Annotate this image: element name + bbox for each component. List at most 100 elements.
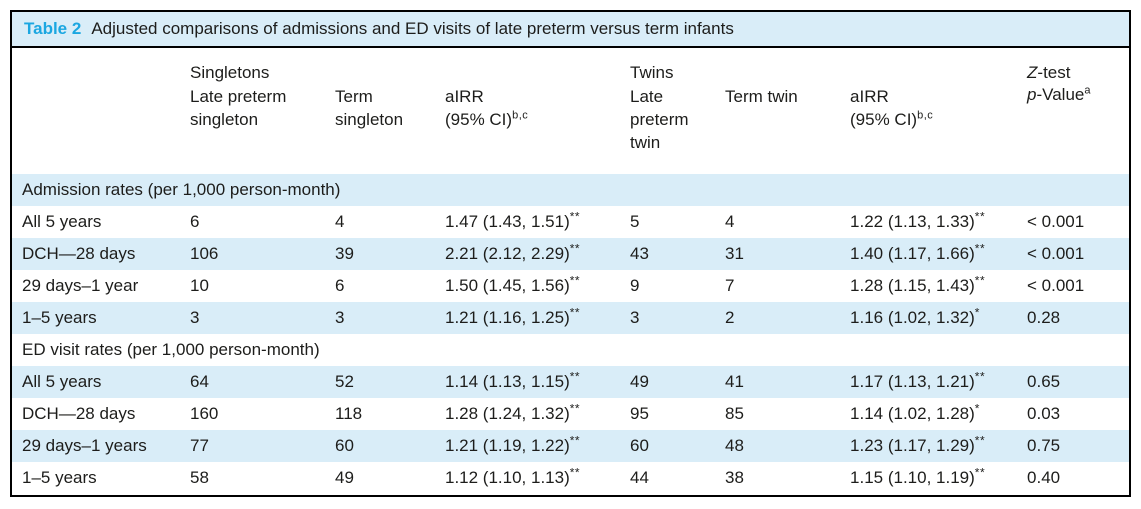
late-preterm-singleton-value: 3 [190,308,200,327]
late-preterm-twin-value: 44 [630,468,649,487]
late-preterm-twin-value: 95 [630,404,649,423]
airr-twins-value: 1.23 (1.17, 1.29)** [850,433,986,455]
row-label: All 5 years [22,372,102,391]
section-label: ED visit rates (per 1,000 person-month) [22,340,320,359]
pvalue-p: p [1027,85,1037,104]
term-twin-value: 31 [725,244,744,263]
empty-label-cell [12,84,180,174]
term-twin-value: 4 [725,212,735,231]
table-row: DCH—28 days 106 39 2.21 (2.12, 2.29)** 4… [12,238,1129,270]
late-preterm-singleton-value: 6 [190,212,200,231]
airr-twins-value: 1.28 (1.15, 1.43)** [850,273,986,295]
term-twin-value: 48 [725,436,744,455]
table-title-text: Adjusted comparisons of admissions and E… [91,19,734,38]
table-body: Admission rates (per 1,000 person-month)… [12,174,1129,494]
term-twin-value: 38 [725,468,744,487]
pvalue-value: 0.65 [1027,372,1061,391]
term-singleton-value: 52 [335,372,354,391]
table-2-frame: Table 2 Adjusted comparisons of admissio… [10,10,1131,497]
airr-singletons-value: 2.21 (2.12, 2.29)** [445,241,581,263]
late-preterm-singleton-value: 58 [190,468,209,487]
airr-singletons-value: 1.50 (1.45, 1.56)** [445,273,581,295]
ztest-rest: -test [1037,63,1071,82]
late-preterm-singleton-value: 10 [190,276,209,295]
table-header: Singletons Twins Z-test p-Valuea Late pr… [12,48,1129,174]
table-row: 29 days–1 year 10 6 1.50 (1.45, 1.56)** … [12,270,1129,302]
term-singleton-value: 6 [335,276,345,295]
late-preterm-twin-value: 49 [630,372,649,391]
late-preterm-singleton-value: 106 [190,244,219,263]
late-preterm-twin-value: 3 [630,308,640,327]
section-header-row: ED visit rates (per 1,000 person-month) [12,334,1129,366]
ztest-z: Z [1027,63,1038,82]
term-singleton-value: 49 [335,468,354,487]
row-label: 29 days–1 years [22,436,147,455]
late-preterm-singleton-value: 77 [190,436,209,455]
airr-twins-value: 1.17 (1.13, 1.21)** [850,369,986,391]
pvalue-footnote-sup: a [1084,84,1091,97]
table-row: All 5 years 6 4 1.47 (1.43, 1.51)** 5 4 … [12,206,1129,238]
column-header-airr-singletons: aIRR (95% CI)b,c [435,84,620,174]
term-twin-value: 7 [725,276,735,295]
airr-twins-value: 1.14 (1.02, 1.28)* [850,401,980,423]
row-label: 1–5 years [22,468,97,487]
column-header-ztest-pvalue: Z-test p-Valuea [1017,48,1129,174]
late-preterm-twin-value: 5 [630,212,640,231]
group-header-twins: Twins [630,63,674,82]
term-twin-value: 41 [725,372,744,391]
airr-label: aIRR [445,87,484,106]
column-header-term-twin: Term twin [725,87,798,106]
section-label: Admission rates (per 1,000 person-month) [22,180,341,199]
term-twin-value: 85 [725,404,744,423]
term-twin-value: 2 [725,308,735,327]
column-header-airr-twins: aIRR (95% CI)b,c [840,84,1017,174]
pvalue-value: < 0.001 [1027,244,1085,263]
row-label: All 5 years [22,212,102,231]
comparisons-table: Singletons Twins Z-test p-Valuea Late pr… [12,48,1129,494]
airr-footnote-sup: b,c [917,109,934,122]
row-label: 29 days–1 year [22,276,139,295]
airr-twins-value: 1.15 (1.10, 1.19)** [850,465,986,487]
row-label: DCH—28 days [22,244,136,263]
table-row: 29 days–1 years 77 60 1.21 (1.19, 1.22)*… [12,430,1129,462]
airr-ci-label: (95% CI) [445,110,513,129]
late-preterm-twin-value: 9 [630,276,640,295]
late-preterm-singleton-value: 160 [190,404,219,423]
section-header-row: Admission rates (per 1,000 person-month) [12,174,1129,206]
airr-twins-value: 1.16 (1.02, 1.32)* [850,305,980,327]
airr-footnote-sup: b,c [512,109,529,122]
table-row: 1–5 years 58 49 1.12 (1.10, 1.13)** 44 3… [12,462,1129,494]
airr-singletons-value: 1.21 (1.16, 1.25)** [445,305,581,327]
airr-singletons-value: 1.47 (1.43, 1.51)** [445,209,581,231]
airr-ci-label: (95% CI) [850,110,918,129]
table-row: DCH—28 days 160 118 1.28 (1.24, 1.32)** … [12,398,1129,430]
term-singleton-value: 60 [335,436,354,455]
airr-twins-value: 1.22 (1.13, 1.33)** [850,209,986,231]
header-column-row: Late preterm singleton Term singleton aI… [12,84,1129,174]
table-row: All 5 years 64 52 1.14 (1.13, 1.15)** 49… [12,366,1129,398]
column-header-late-preterm-singleton: Late preterm singleton [190,87,287,129]
row-label: DCH—28 days [22,404,136,423]
pvalue-value: 0.40 [1027,468,1061,487]
table-number-label: Table 2 [24,19,82,38]
pvalue-value: 0.28 [1027,308,1061,327]
column-header-late-preterm-twin: Late preterm twin [630,87,689,152]
term-singleton-value: 39 [335,244,354,263]
table-caption: Table 2 Adjusted comparisons of admissio… [12,12,1129,48]
airr-singletons-value: 1.21 (1.19, 1.22)** [445,433,581,455]
pvalue-value: 0.03 [1027,404,1061,423]
airr-singletons-value: 1.28 (1.24, 1.32)** [445,401,581,423]
column-header-term-singleton: Term singleton [335,87,404,129]
airr-singletons-value: 1.12 (1.10, 1.13)** [445,465,581,487]
empty-corner-cell [12,48,180,84]
airr-label: aIRR [850,87,889,106]
pvalue-rest: -Value [1036,85,1085,104]
table-row: 1–5 years 3 3 1.21 (1.16, 1.25)** 3 2 1.… [12,302,1129,334]
pvalue-value: 0.75 [1027,436,1061,455]
term-singleton-value: 3 [335,308,345,327]
late-preterm-singleton-value: 64 [190,372,209,391]
term-singleton-value: 118 [335,404,363,423]
term-singleton-value: 4 [335,212,345,231]
row-label: 1–5 years [22,308,97,327]
group-header-singletons: Singletons [190,63,270,82]
